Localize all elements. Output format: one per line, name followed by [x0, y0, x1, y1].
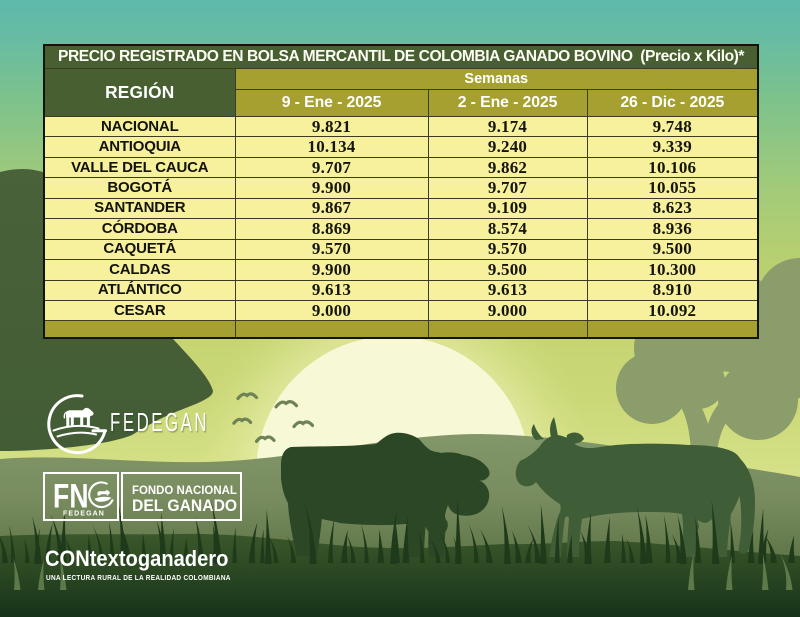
svg-text:FEDEGAN: FEDEGAN	[63, 511, 105, 518]
svg-text:FN: FN	[53, 477, 88, 515]
